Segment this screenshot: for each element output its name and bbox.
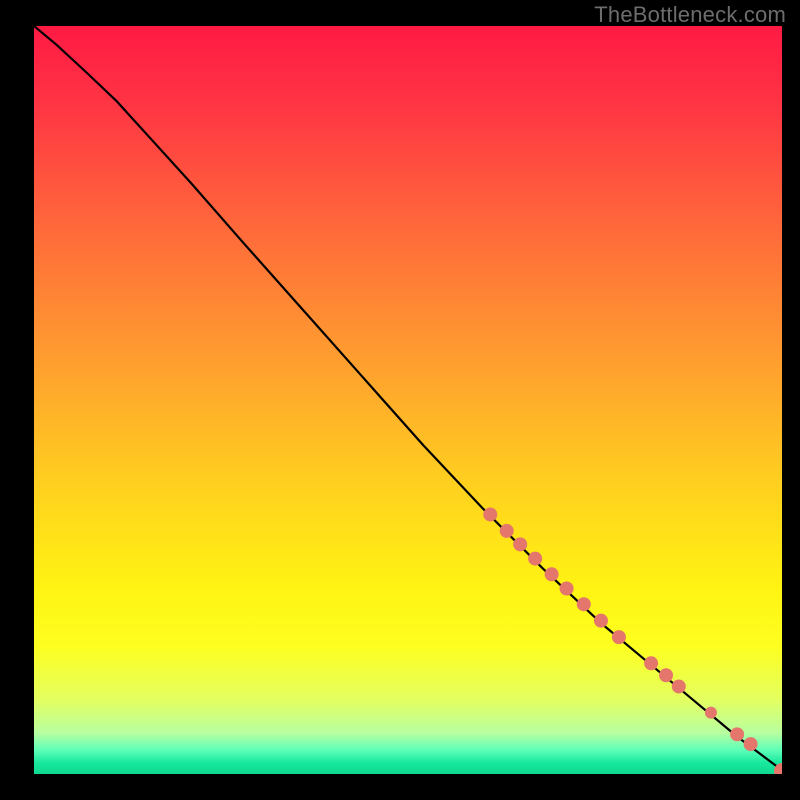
scatter-point: [545, 567, 559, 581]
scatter-point: [612, 630, 626, 644]
scatter-point: [672, 679, 686, 693]
scatter-point: [659, 668, 673, 682]
scatter-point: [594, 614, 608, 628]
scatter-point: [483, 507, 497, 521]
scatter-point: [560, 582, 574, 596]
scatter-point: [644, 656, 658, 670]
scatter-point: [500, 524, 514, 538]
plot-area: [34, 26, 782, 774]
watermark-text: TheBottleneck.com: [594, 2, 786, 28]
scatter-point: [513, 537, 527, 551]
scatter-point: [577, 597, 591, 611]
scatter-point: [730, 727, 744, 741]
chart-overlay: [34, 26, 782, 774]
scatter-point: [705, 707, 717, 719]
scatter-point: [744, 737, 758, 751]
chart-stage: TheBottleneck.com: [0, 0, 800, 800]
scatter-point: [528, 552, 542, 566]
curve-line: [34, 26, 782, 770]
